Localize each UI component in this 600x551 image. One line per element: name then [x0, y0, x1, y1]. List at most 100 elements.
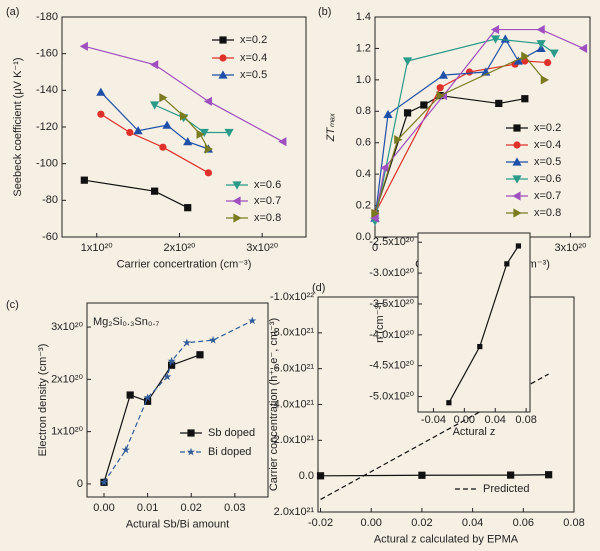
panel-label: (c) [6, 299, 19, 311]
marker [490, 35, 501, 44]
legend-label: x=0.6 [254, 179, 281, 191]
y-tick-label: 1.4 [356, 11, 371, 23]
marker [133, 126, 143, 135]
y-tick-label: -3.5x10²⁰ [369, 298, 414, 310]
marker [167, 356, 176, 365]
marker [316, 472, 325, 480]
x-tick-label: 2x10²⁰ [163, 242, 196, 254]
series-line [100, 113, 209, 174]
marker [278, 137, 287, 147]
legend-label: Sb doped [208, 427, 255, 439]
series-line [100, 91, 209, 150]
y-tick-label: 1.2 [356, 42, 371, 54]
marker [203, 96, 212, 106]
marker [383, 109, 393, 119]
marker [143, 393, 152, 402]
y-tick-label: 0.2 [356, 199, 371, 211]
legend-label: x=0.5 [534, 156, 561, 168]
x-tick-label: -0.04 [421, 414, 446, 426]
marker [536, 40, 546, 49]
marker [521, 95, 529, 103]
marker [549, 49, 559, 58]
marker [500, 34, 510, 43]
legend-marker [512, 191, 521, 201]
y-tick-label: -60 [42, 231, 58, 243]
panel-label: (d) [312, 282, 325, 294]
legend-label: x=0.5 [240, 69, 267, 81]
y-tick-label: 2x10²⁰ [51, 373, 84, 385]
x-axis-label: Actural Sb/Bi amount [126, 518, 229, 530]
marker [150, 60, 159, 70]
series-line [103, 354, 201, 483]
y-tick-label: -4.5x10²⁰ [369, 360, 414, 372]
x-axis-label: Carrier concertration (cm⁻³) [117, 258, 252, 270]
y-tick-label: -100 [36, 158, 58, 170]
marker [504, 261, 510, 267]
marker [97, 110, 105, 118]
marker [79, 41, 88, 51]
marker [420, 101, 428, 109]
x-tick-label: 3x10²⁰ [246, 242, 279, 254]
y-axis-label: Seebeck coefficient (μV K⁻¹) [12, 57, 24, 196]
marker [199, 128, 209, 138]
marker [224, 128, 234, 138]
y-tick-label: -180 [36, 11, 58, 23]
x-tick-label: 0.02 [181, 502, 202, 514]
legend-marker [218, 70, 228, 79]
legend-label: x=0.8 [534, 207, 561, 219]
y-tick-label: 0.4 [356, 168, 371, 180]
marker [540, 75, 549, 85]
y-tick-label: 0.0 [356, 231, 371, 243]
marker [179, 111, 189, 121]
legend-label: x=0.2 [240, 34, 267, 46]
panel-label: (b) [318, 6, 331, 18]
marker [159, 93, 168, 103]
marker [121, 445, 130, 454]
legend-marker [219, 36, 227, 44]
series-line [448, 245, 519, 404]
x-axis-label: Actural z calculated by EPMA [374, 533, 519, 545]
marker [515, 243, 522, 249]
y-tick-label: 0 [77, 478, 83, 490]
marker [126, 128, 134, 137]
legend-label: x=0.7 [534, 190, 561, 202]
marker [465, 68, 474, 76]
legend-label: x=0.6 [534, 173, 561, 185]
x-tick-label: 0.04 [485, 414, 506, 426]
legend-marker [513, 124, 521, 132]
marker [370, 213, 379, 223]
marker [536, 24, 545, 35]
y-tick-label: -80 [42, 194, 58, 206]
x-tick-label: 0.03 [224, 502, 245, 514]
x-tick-label: 0.08 [563, 517, 584, 529]
y-tick-label: 1x10²⁰ [51, 426, 84, 438]
y-tick-label: -3.0x10²⁰ [369, 267, 414, 279]
y-tick-label: -120 [36, 121, 58, 133]
marker [168, 361, 176, 369]
y-tick-label: 0.6 [356, 137, 371, 149]
marker [99, 478, 109, 486]
legend-label: Predicted [483, 483, 529, 495]
marker [418, 471, 426, 479]
panel-label: (a) [6, 6, 19, 18]
y-tick-label: -5.0x10²⁰ [369, 390, 414, 402]
y-axis-label: ZTₘₐₓ [325, 113, 337, 142]
x-tick-label: 1x10²⁰ [81, 242, 114, 254]
x-tick-label: 3x10²⁰ [554, 242, 587, 254]
y-axis-label: Electron density (cm⁻³) [37, 344, 49, 457]
x-tick-label: -0.02 [308, 517, 333, 529]
legend-marker [513, 141, 521, 149]
marker [545, 471, 553, 479]
marker [184, 204, 192, 212]
marker [380, 163, 389, 173]
series-line [84, 179, 188, 209]
marker [183, 137, 193, 146]
y-tick-label: -2.5x10²⁰ [369, 236, 414, 248]
y-axis-label: n (cm⁻³) [374, 302, 386, 343]
x-tick-label: 0.04 [462, 517, 483, 529]
marker [80, 176, 88, 184]
series-line [320, 474, 549, 477]
series-line [162, 97, 209, 150]
x-axis-label: Actural z [453, 426, 496, 438]
